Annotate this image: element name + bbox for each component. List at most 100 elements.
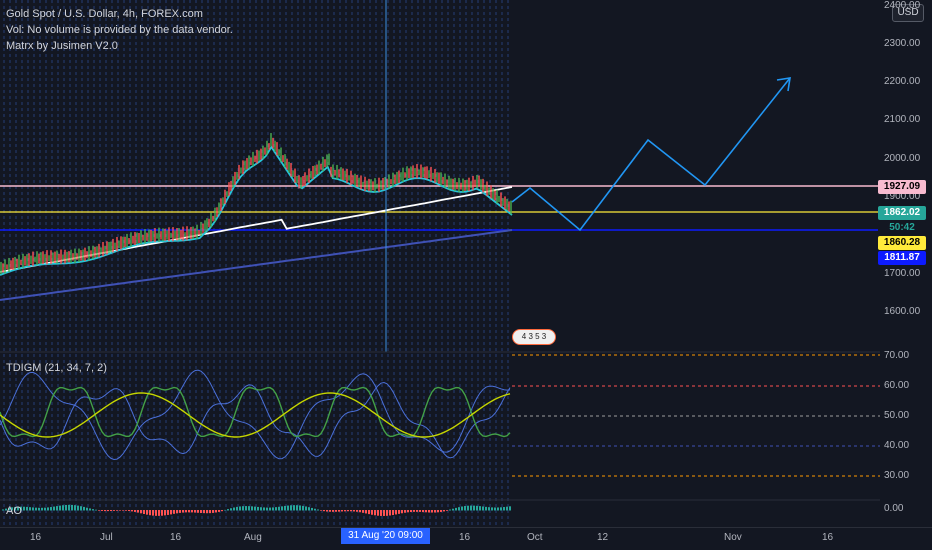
ao-bar xyxy=(329,510,331,512)
ao-bar xyxy=(125,510,127,511)
ao-bar xyxy=(446,510,448,511)
price-tick: 2400.00 xyxy=(884,0,921,11)
price-badge-last[interactable]: 1862.02 xyxy=(878,206,926,220)
ao-bar xyxy=(134,510,136,512)
ao-bar xyxy=(110,510,112,512)
indicator-legend[interactable]: Matrx by Jusimen V2.0 xyxy=(6,40,118,52)
ao-bar xyxy=(386,510,388,516)
price-tick: 2000.00 xyxy=(884,153,921,164)
ao-bar xyxy=(86,507,88,511)
ao-bar xyxy=(116,510,118,511)
ao-bar xyxy=(305,506,307,511)
horizontal-levels xyxy=(0,185,880,477)
ao-bar xyxy=(119,510,121,511)
ao-bar xyxy=(371,510,373,515)
ao-bar xyxy=(467,505,469,511)
ao-bar xyxy=(311,507,313,511)
price-badge-yellow[interactable]: 1860.28 xyxy=(878,236,926,250)
price-badge-blue[interactable]: 1811.87 xyxy=(878,251,926,265)
ao-bar xyxy=(206,510,208,514)
ao-bar xyxy=(506,506,508,511)
ao-legend[interactable]: AO xyxy=(6,505,22,517)
ao-bar xyxy=(497,507,499,511)
ao-bar xyxy=(254,506,256,511)
ao-bar xyxy=(383,510,385,516)
ao-bar xyxy=(422,510,424,513)
ao-bar xyxy=(92,509,94,511)
ao-bar xyxy=(257,506,259,511)
ao-bar xyxy=(287,505,289,511)
price-tick: 2100.00 xyxy=(884,114,921,125)
ao-bar xyxy=(362,510,364,513)
ao-bar xyxy=(194,510,196,513)
time-label: Nov xyxy=(724,532,742,543)
ao-bar xyxy=(251,506,253,511)
ao-bar xyxy=(281,506,283,511)
projection-path[interactable] xyxy=(511,77,791,232)
ao-bar xyxy=(227,509,229,511)
price-tick: 1600.00 xyxy=(884,306,921,317)
ao-bar xyxy=(356,510,358,512)
ao-bar xyxy=(89,508,91,511)
ao-bar xyxy=(29,507,31,511)
ao-bar xyxy=(485,506,487,511)
ao-bar xyxy=(50,507,52,511)
event-flag[interactable]: 4 3 5 3 xyxy=(512,329,556,345)
ao-bar xyxy=(335,510,337,512)
ao-bar xyxy=(170,510,172,515)
ao-bar xyxy=(275,507,277,511)
ao-bar xyxy=(173,510,175,514)
ao-bar xyxy=(152,510,154,516)
crosshair-time-label: 31 Aug '20 09:00 xyxy=(341,528,430,544)
ao-bar xyxy=(326,510,328,512)
ao-bar xyxy=(479,506,481,511)
ao-bar xyxy=(374,510,376,516)
ao-bar xyxy=(98,510,100,511)
ao-bar xyxy=(347,510,349,512)
ao-bar xyxy=(8,507,10,511)
ao-bar xyxy=(35,507,37,511)
osc-tick: 50.00 xyxy=(884,410,910,421)
ao-bar xyxy=(293,505,295,511)
ao-bar xyxy=(413,510,415,512)
ao-bar xyxy=(146,510,148,515)
ao-bar xyxy=(296,505,298,511)
ao-bar xyxy=(425,510,427,513)
ao-bar xyxy=(143,510,145,515)
ao-bar xyxy=(107,510,109,512)
ao-bar xyxy=(80,506,82,511)
currency-button[interactable]: USD xyxy=(892,4,924,22)
ao-bar xyxy=(332,510,334,512)
ao-bar xyxy=(59,505,61,511)
time-label: 16 xyxy=(30,532,42,543)
ao-bar xyxy=(299,505,301,511)
ao-bar xyxy=(245,506,247,511)
time-label: 16 xyxy=(822,532,834,543)
ao-bar xyxy=(341,510,343,512)
ao-bar xyxy=(74,505,76,511)
ao-bar xyxy=(68,504,70,511)
ao-bar xyxy=(32,507,34,511)
ao-bar xyxy=(224,509,226,511)
ao-bar xyxy=(434,510,436,513)
ao-bar xyxy=(284,505,286,511)
ao-bar xyxy=(488,507,490,511)
ao-bar xyxy=(449,509,451,511)
price-badge-pink[interactable]: 1927.09 xyxy=(878,180,926,194)
ao-bar xyxy=(155,510,157,516)
ao-bar xyxy=(5,508,7,511)
ao-bar xyxy=(323,510,325,512)
ao-bar xyxy=(491,507,493,511)
ao-bar xyxy=(365,510,367,514)
tdigm-legend[interactable]: TDIGM (21, 34, 7, 2) xyxy=(6,362,107,374)
ao-bar xyxy=(122,510,124,511)
ao-bar xyxy=(221,510,223,512)
ao-bar xyxy=(188,510,190,513)
ao-bar xyxy=(47,507,49,511)
ao-bar xyxy=(380,510,382,516)
ao-bar xyxy=(104,510,106,512)
symbol-legend[interactable]: Gold Spot / U.S. Dollar, 4h, FOREX.com xyxy=(6,8,203,20)
ao-bar xyxy=(203,510,205,514)
ao-bar xyxy=(440,510,442,512)
